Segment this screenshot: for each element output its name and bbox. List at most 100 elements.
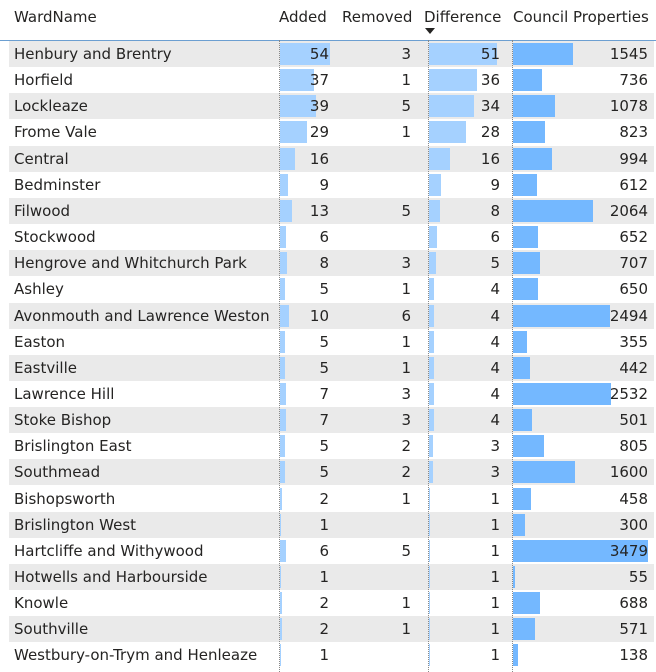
- difference-cell: 3: [490, 463, 500, 482]
- added-data-bar: [280, 356, 285, 379]
- council-properties-cell: 458: [619, 489, 648, 508]
- table-row[interactable]: Hotwells and Harbourside 1 1 55: [9, 564, 654, 590]
- table-row[interactable]: Easton 5 1 4 355: [9, 329, 654, 355]
- header-wardname[interactable]: WardName: [14, 8, 97, 26]
- table-row[interactable]: Brislington West 1 1 300: [9, 511, 654, 538]
- council-properties-data-bar: [513, 278, 539, 301]
- removed-cell: 2: [401, 437, 411, 456]
- difference-data-bar: [429, 461, 433, 484]
- council-properties-data-bar: [513, 252, 541, 275]
- difference-data-bar: [429, 69, 477, 92]
- added-cell: 2: [319, 620, 329, 639]
- ward-name-cell: Lockleaze: [14, 97, 88, 116]
- ward-name-cell: Hengrove and Whitchurch Park: [14, 254, 247, 273]
- header-removed[interactable]: Removed: [342, 8, 413, 26]
- removed-cell: [340, 146, 411, 172]
- sort-descending-icon[interactable]: [425, 28, 435, 34]
- council-properties-data-bar: [513, 43, 573, 65]
- council-properties-data-bar: [513, 330, 527, 353]
- added-data-bar: [280, 539, 286, 562]
- council-properties-data-bar: [513, 435, 545, 458]
- added-data-bar: [280, 278, 285, 301]
- table-row[interactable]: Lawrence Hill 7 3 4 2532: [9, 381, 654, 407]
- added-data-bar: [280, 513, 281, 536]
- difference-cell: 1: [490, 541, 500, 560]
- table-row[interactable]: Hartcliffe and Withywood 6 5 1 3479: [9, 538, 654, 564]
- difference-cell: 4: [490, 306, 500, 325]
- council-properties-cell: 805: [619, 437, 648, 456]
- table-row[interactable]: Stockwood 6 6 652: [9, 224, 654, 250]
- added-data-bar: [280, 618, 282, 641]
- added-cell: 7: [319, 411, 329, 430]
- council-properties-data-bar: [513, 121, 545, 144]
- added-data-bar: [280, 566, 281, 588]
- council-properties-data-bar: [513, 382, 612, 405]
- table-row[interactable]: Ashley 5 1 4 650: [9, 276, 654, 302]
- council-properties-cell: 707: [619, 254, 648, 273]
- table-row[interactable]: Southville 2 1 1 571: [9, 616, 654, 643]
- table-row[interactable]: Hengrove and Whitchurch Park 8 3 5 707: [9, 250, 654, 277]
- table-row[interactable]: Avonmouth and Lawrence Weston 10 6 4 2494: [9, 302, 654, 329]
- difference-cell: 8: [490, 201, 500, 220]
- column-divider: [279, 40, 280, 672]
- difference-data-bar: [429, 199, 440, 222]
- council-properties-cell: 2064: [609, 201, 648, 220]
- difference-data-bar: [429, 356, 435, 379]
- added-cell: 5: [319, 280, 329, 299]
- removed-cell: 3: [401, 384, 411, 403]
- ward-name-cell: Southmead: [14, 463, 101, 482]
- table-row[interactable]: Horfield 37 1 36 736: [9, 67, 654, 93]
- difference-cell: 1: [490, 489, 500, 508]
- added-cell: 39: [309, 97, 329, 116]
- table-row[interactable]: Central 16 16 994: [9, 145, 654, 172]
- table-row[interactable]: Filwood 13 5 8 2064: [9, 197, 654, 224]
- table-row[interactable]: Lockleaze 39 5 34 1078: [9, 93, 654, 120]
- removed-cell: 1: [401, 594, 411, 613]
- removed-cell: 1: [401, 332, 411, 351]
- removed-cell: 6: [401, 306, 411, 325]
- council-properties-cell: 138: [619, 646, 648, 665]
- council-properties-data-bar: [513, 644, 519, 667]
- header-council-properties[interactable]: Council Properties: [513, 8, 649, 26]
- council-properties-cell: 2532: [609, 384, 648, 403]
- difference-cell: 5: [490, 254, 500, 273]
- ward-name-cell: Frome Vale: [14, 123, 97, 142]
- ward-name-cell: Bishopsworth: [14, 489, 116, 508]
- table-row[interactable]: Southmead 5 2 3 1600: [9, 459, 654, 486]
- table-row[interactable]: Brislington East 5 2 3 805: [9, 433, 654, 459]
- removed-cell: 3: [401, 254, 411, 273]
- council-properties-cell: 736: [619, 71, 648, 90]
- table-row[interactable]: Bedminster 9 9 612: [9, 172, 654, 198]
- council-properties-cell: 2494: [609, 306, 648, 325]
- council-properties-cell: 823: [619, 123, 648, 142]
- difference-data-bar: [429, 43, 497, 65]
- difference-data-bar: [429, 644, 431, 667]
- table-row[interactable]: Westbury-on-Trym and Henleaze 1 1 138: [9, 642, 654, 668]
- difference-cell: 4: [490, 411, 500, 430]
- removed-cell: 3: [401, 45, 411, 63]
- table-row[interactable]: Knowle 2 1 1 688: [9, 590, 654, 616]
- added-data-bar: [280, 487, 282, 510]
- removed-cell: 3: [401, 411, 411, 430]
- difference-data-bar: [429, 435, 433, 458]
- added-cell: 2: [319, 489, 329, 508]
- table-row[interactable]: Henbury and Brentry 54 3 51 1545: [9, 41, 654, 67]
- difference-data-bar: [429, 409, 435, 432]
- table-row[interactable]: Stoke Bishop 7 3 4 501: [9, 407, 654, 434]
- removed-cell: [340, 512, 411, 538]
- table-row[interactable]: Frome Vale 29 1 28 823: [9, 119, 654, 145]
- ward-name-cell: Henbury and Brentry: [14, 45, 172, 63]
- difference-cell: 16: [480, 149, 500, 168]
- table-row[interactable]: Bishopsworth 2 1 1 458: [9, 486, 654, 512]
- added-data-bar: [280, 409, 287, 432]
- added-cell: 5: [319, 437, 329, 456]
- added-cell: 9: [319, 175, 329, 194]
- table-row[interactable]: Eastville 5 1 4 442: [9, 354, 654, 381]
- removed-cell: 1: [401, 280, 411, 299]
- header-difference[interactable]: Difference: [424, 8, 502, 26]
- ward-name-cell: Southville: [14, 620, 89, 639]
- difference-cell: 1: [490, 568, 500, 586]
- header-added[interactable]: Added: [279, 8, 327, 26]
- council-properties-cell: 612: [619, 175, 648, 194]
